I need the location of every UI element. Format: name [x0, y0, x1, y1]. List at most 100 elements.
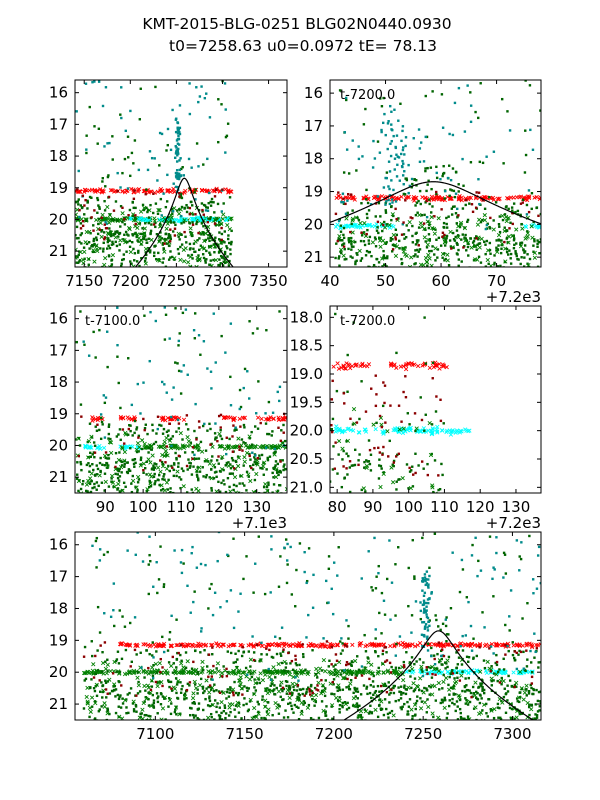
data-point [533, 717, 536, 720]
data-point [460, 260, 463, 263]
x-offset-label: +7.2e3 [486, 288, 541, 306]
data-point [118, 670, 122, 673]
data-point [477, 116, 480, 120]
data-point [226, 122, 230, 125]
data-point [295, 689, 299, 692]
data-point-x [157, 224, 163, 229]
data-point [270, 434, 273, 437]
data-point [212, 312, 215, 315]
data-point [391, 248, 395, 251]
data-point [133, 431, 136, 435]
data-point [449, 178, 453, 182]
data-point [112, 688, 116, 692]
data-point [385, 256, 389, 260]
data-point-x [78, 189, 83, 194]
data-point [411, 182, 414, 186]
data-point [223, 241, 226, 244]
data-point [324, 679, 327, 682]
data-point [149, 229, 153, 233]
data-point-x [129, 186, 134, 192]
data-point [158, 483, 161, 487]
data-point [137, 168, 141, 172]
data-point [386, 147, 389, 151]
data-point [394, 236, 397, 239]
data-point-x [109, 450, 114, 456]
data-point [162, 257, 165, 260]
data-point [152, 475, 156, 478]
data-point [196, 475, 199, 478]
data-point-x [529, 224, 534, 229]
data-point [272, 483, 276, 486]
data-point [402, 192, 406, 196]
data-point [273, 725, 275, 727]
data-point-x [346, 362, 351, 367]
data-point [281, 689, 284, 693]
data-point-x [367, 223, 373, 228]
data-point [401, 129, 404, 133]
data-point [182, 174, 186, 177]
data-point-x [423, 255, 429, 261]
data-point [424, 362, 428, 365]
data-point [222, 709, 226, 713]
data-point [169, 235, 172, 239]
data-point-x [265, 488, 270, 493]
data-point [136, 671, 140, 674]
data-point [135, 235, 138, 239]
data-point [519, 262, 522, 266]
data-point [264, 687, 267, 690]
data-point [492, 219, 495, 222]
data-point-x [270, 445, 275, 451]
data-point [376, 226, 379, 229]
data-point [363, 460, 366, 464]
data-point [156, 700, 160, 704]
data-point-x [212, 244, 218, 249]
data-point-x [390, 212, 395, 217]
data-point-x [152, 216, 157, 221]
data-point-x [456, 235, 461, 240]
data-point [187, 458, 190, 461]
data-point [226, 671, 229, 674]
data-point [298, 693, 301, 697]
data-point [281, 698, 284, 702]
data-point [397, 404, 401, 407]
data-point [210, 688, 213, 691]
data-point [138, 118, 142, 121]
data-point [309, 720, 311, 722]
data-point [399, 102, 402, 105]
data-point [196, 708, 200, 711]
data-point [530, 704, 534, 707]
data-point [222, 260, 225, 263]
data-point [416, 248, 419, 252]
data-point [150, 223, 153, 226]
data-point [377, 201, 381, 205]
data-point-x [143, 642, 148, 647]
data-point [166, 434, 170, 437]
data-point-x [142, 441, 147, 447]
data-point [101, 696, 104, 699]
data-point [127, 357, 130, 360]
data-point-x [340, 446, 345, 451]
data-point [267, 400, 271, 404]
data-point [442, 164, 445, 168]
data-point-x [345, 223, 351, 228]
data-point [464, 718, 468, 720]
data-point-x [197, 256, 202, 261]
data-point [364, 198, 368, 201]
data-point [429, 666, 432, 670]
data-point [119, 186, 122, 189]
data-point-x [409, 255, 414, 260]
data-point [98, 631, 102, 634]
y-tick-label: 19 [49, 179, 68, 197]
data-point [452, 189, 456, 193]
data-point-x [116, 457, 122, 463]
data-point [345, 440, 348, 443]
data-point [77, 489, 80, 493]
data-point [218, 717, 222, 720]
data-point [233, 708, 236, 711]
data-point-x [163, 668, 169, 673]
data-point [143, 713, 146, 717]
data-point [353, 463, 357, 467]
data-point-x [491, 197, 496, 202]
data-point [246, 370, 249, 373]
data-point [382, 713, 386, 717]
